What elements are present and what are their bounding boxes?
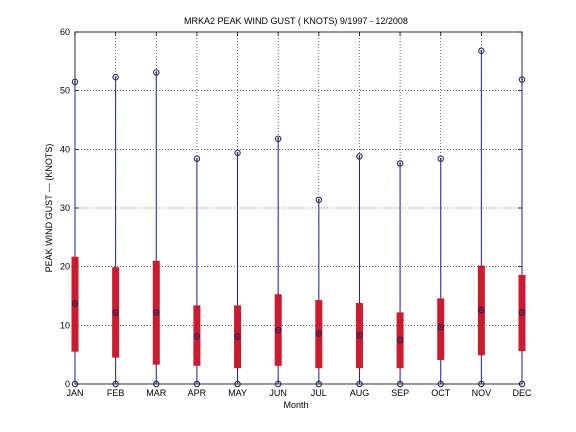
min-marker: [112, 380, 119, 388]
median-marker-dot: [439, 326, 442, 328]
x-tick-label: SEP: [391, 388, 409, 398]
x-tick-label: AUG: [350, 388, 370, 398]
median-marker-dot: [399, 339, 401, 341]
max-marker: [315, 196, 323, 203]
box-sep: [396, 160, 404, 388]
max-marker: [153, 69, 160, 76]
median-marker-dot: [114, 311, 117, 314]
max-marker: [437, 155, 444, 162]
max-marker-dot: [74, 80, 76, 83]
median-marker-dot: [480, 309, 483, 311]
y-tick-label: 60: [60, 27, 70, 37]
iqr-box: [437, 298, 445, 360]
max-marker: [112, 73, 119, 81]
x-tick-label: DEC: [512, 388, 532, 398]
min-marker: [396, 380, 404, 388]
max-marker-dot: [114, 76, 117, 79]
median-marker-dot: [521, 311, 523, 314]
min-marker: [315, 380, 323, 388]
median-marker: [153, 309, 160, 316]
box-jan: [71, 78, 79, 388]
median-marker: [71, 300, 79, 307]
median-marker: [396, 336, 404, 344]
max-marker: [71, 78, 79, 86]
median-marker-dot: [236, 335, 239, 338]
x-tick-label: APR: [188, 388, 207, 398]
box-jun: [274, 135, 282, 388]
y-tick-label: 50: [60, 86, 70, 96]
median-marker: [437, 323, 444, 331]
box-aug: [355, 153, 363, 388]
y-tick-label: 40: [60, 144, 70, 154]
median-marker: [478, 306, 485, 314]
max-marker-dot: [358, 155, 361, 158]
box-oct: [437, 155, 445, 388]
box-apr: [193, 155, 201, 388]
min-marker: [437, 380, 444, 388]
median-marker-dot: [358, 334, 361, 337]
x-tick-label: JUN: [269, 388, 287, 398]
box-jul: [315, 196, 323, 388]
min-marker: [478, 380, 485, 388]
min-marker: [234, 380, 241, 388]
min-marker: [71, 380, 79, 388]
x-tick-label: MAY: [228, 388, 247, 398]
median-marker: [193, 333, 201, 340]
min-marker: [518, 380, 526, 388]
box-dec: [518, 76, 526, 388]
median-marker-dot: [196, 335, 198, 338]
x-tick-label: JUL: [311, 388, 327, 398]
max-marker: [478, 47, 485, 54]
max-marker: [274, 135, 282, 142]
box-mar: [152, 69, 160, 388]
box-may: [234, 149, 242, 388]
max-marker: [356, 153, 363, 160]
max-marker-dot: [480, 49, 483, 52]
data-marks: [71, 47, 526, 388]
max-marker: [234, 149, 241, 157]
median-marker-dot: [277, 329, 280, 331]
x-tick-label: JAN: [66, 388, 83, 398]
median-marker: [234, 333, 241, 340]
max-marker-dot: [439, 157, 442, 160]
y-tick-label: 20: [60, 262, 70, 272]
max-marker-dot: [277, 137, 280, 140]
box-nov: [477, 47, 485, 388]
median-marker: [112, 309, 119, 316]
median-marker: [315, 330, 323, 337]
max-marker: [193, 155, 201, 162]
x-tick-label: FEB: [107, 388, 125, 398]
x-tick-label: NOV: [472, 388, 492, 398]
max-marker-dot: [317, 198, 320, 201]
max-marker-dot: [196, 157, 198, 160]
median-marker: [518, 309, 526, 316]
median-marker: [274, 326, 282, 334]
median-marker-dot: [155, 311, 158, 314]
chart-title: MRKA2 PEAK WIND GUST ( KNOTS) 9/1997 - 1…: [184, 16, 408, 26]
tick-labels: 0 10 20 30 40 50 60 JAN FEB MAR APR MAY JUN JUL AUG SEP…: [60, 27, 532, 398]
min-marker: [356, 380, 363, 388]
x-tick-label: MAR: [146, 388, 167, 398]
box-feb: [112, 73, 120, 388]
x-axis-label: Month: [283, 400, 308, 410]
max-marker-dot: [236, 151, 239, 154]
min-marker: [153, 380, 160, 388]
max-marker-dot: [399, 162, 401, 165]
y-tick-label: 0: [65, 379, 70, 389]
max-marker-dot: [521, 78, 523, 81]
min-marker: [193, 380, 201, 388]
max-marker-dot: [155, 71, 158, 74]
y-axis-label: PEAK WIND GUST --- (KNOTS): [44, 144, 54, 273]
y-tick-label: 10: [60, 320, 70, 330]
median-marker: [356, 332, 363, 339]
x-tick-label: OCT: [431, 388, 451, 398]
median-marker-dot: [74, 302, 76, 305]
median-marker-dot: [317, 332, 320, 335]
max-marker: [518, 76, 526, 83]
y-tick-label: 30: [60, 203, 70, 213]
min-marker: [274, 380, 282, 388]
max-marker: [396, 160, 404, 167]
